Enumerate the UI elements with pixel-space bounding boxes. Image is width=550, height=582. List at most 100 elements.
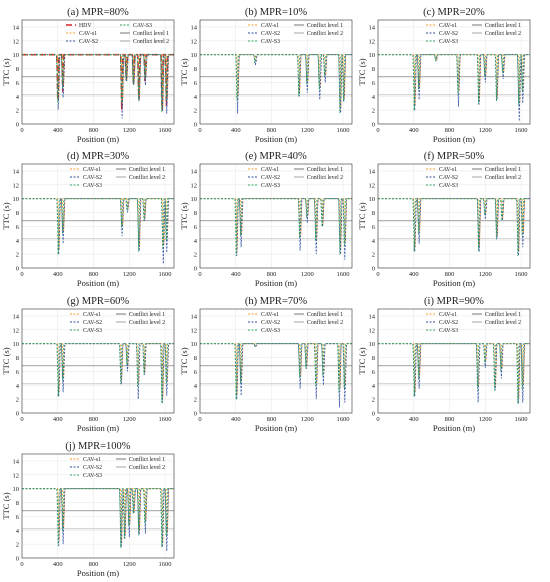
x-tick-label: 1200 <box>479 416 492 423</box>
y-tick-label: 2 <box>194 252 197 259</box>
y-tick-label: 10 <box>13 486 20 493</box>
legend-label: CAV-S3 <box>261 328 280 334</box>
y-tick-label: 0 <box>16 266 19 273</box>
legend-label: Conflict level 1 <box>133 30 169 37</box>
x-tick-label: 0 <box>376 127 379 134</box>
x-tick-label: 0 <box>20 561 23 568</box>
y-tick-label: 4 <box>194 383 198 390</box>
legend-label: CAV-S3 <box>261 39 280 45</box>
y-tick-label: 14 <box>369 24 376 31</box>
x-axis-label: Position (m) <box>433 278 475 288</box>
legend-label: CAV-S2 <box>439 31 458 37</box>
legend-label: Conflict level 1 <box>485 22 521 29</box>
y-axis-label: TTC (s) <box>357 58 367 85</box>
y-tick-label: 0 <box>194 411 197 418</box>
y-tick-label: 14 <box>13 458 20 465</box>
x-axis-label: Position (m) <box>255 423 297 433</box>
legend-label: Conflict level 2 <box>485 174 521 181</box>
x-tick-label: 0 <box>198 416 201 423</box>
x-tick-label: 1200 <box>123 416 136 423</box>
y-tick-label: 14 <box>13 168 20 175</box>
x-tick-label: 400 <box>53 127 63 134</box>
y-tick-label: 4 <box>16 94 20 101</box>
legend-label: Conflict level 2 <box>129 319 165 326</box>
subplot-2: (c) MPR=20% 0 2 4 6 8 10 12 14 0 400 800 1200 1600 CAV… <box>357 7 531 144</box>
x-tick-label: 400 <box>231 127 241 134</box>
subplot-1: (b) MPR=10% 0 2 4 6 8 10 12 14 0 400 800 1200 1600 CAV… <box>179 7 353 144</box>
y-tick-label: 12 <box>191 327 198 334</box>
y-tick-label: 2 <box>16 397 19 404</box>
y-tick-label: 12 <box>13 472 20 479</box>
axes-frame <box>377 19 531 125</box>
x-axis-label: Position (m) <box>77 134 119 144</box>
y-tick-label: 2 <box>194 108 197 115</box>
y-tick-label: 12 <box>191 182 198 189</box>
y-tick-label: 4 <box>372 383 376 390</box>
subplot-title: (j) MPR=100% <box>65 441 130 452</box>
y-tick-label: 6 <box>16 224 20 231</box>
y-tick-label: 10 <box>369 341 376 348</box>
subplot-title: (d) MPR=30% <box>67 151 129 162</box>
plot-area <box>378 164 530 268</box>
y-tick-label: 14 <box>369 168 376 175</box>
series-line <box>378 198 530 257</box>
x-tick-label: 800 <box>267 127 277 134</box>
legend-label: Conflict level 1 <box>307 311 343 318</box>
legend-label: Conflict level 1 <box>307 22 343 29</box>
y-tick-label: 12 <box>369 38 376 45</box>
y-axis-label: TTC (s) <box>357 347 367 374</box>
y-tick-label: 14 <box>191 168 198 175</box>
x-tick-label: 800 <box>445 127 455 134</box>
y-axis-label: TTC (s) <box>179 202 189 229</box>
y-tick-label: 8 <box>372 355 375 362</box>
x-tick-label: 400 <box>231 271 241 278</box>
plot-area <box>22 20 174 124</box>
y-tick-label: 6 <box>16 369 20 376</box>
y-tick-label: 12 <box>13 38 20 45</box>
legend-label: Conflict level 1 <box>307 166 343 173</box>
x-tick-label: 1600 <box>159 127 172 134</box>
legend-label: Conflict level 1 <box>129 456 165 463</box>
y-axis-label: TTC (s) <box>1 202 11 229</box>
subplot-3: (d) MPR=30% 0 2 4 6 8 10 12 14 0 400 800 1200 1600 CAV… <box>1 151 175 288</box>
x-tick-label: 800 <box>89 127 99 134</box>
y-tick-label: 8 <box>372 210 375 217</box>
y-tick-label: 0 <box>372 411 375 418</box>
y-tick-label: 14 <box>13 313 20 320</box>
y-tick-label: 2 <box>16 108 19 115</box>
plot-area <box>200 164 352 268</box>
x-tick-label: 400 <box>53 271 63 278</box>
legend-label: CAV-s1 <box>439 167 457 173</box>
x-axis-label: Position (m) <box>255 134 297 144</box>
y-tick-label: 14 <box>191 313 198 320</box>
x-tick-label: 1600 <box>159 271 172 278</box>
y-tick-label: 4 <box>194 238 198 245</box>
legend-label: CAV-S3 <box>83 183 102 189</box>
x-tick-label: 800 <box>267 416 277 423</box>
plot-area <box>200 309 352 413</box>
legend-label: Conflict level 2 <box>485 319 521 326</box>
legend-label: Conflict level 2 <box>133 38 169 45</box>
series-line <box>200 198 352 257</box>
y-tick-label: 8 <box>16 500 19 507</box>
series-line <box>22 343 174 403</box>
x-tick-label: 1600 <box>515 416 528 423</box>
x-tick-label: 1200 <box>479 271 492 278</box>
y-tick-label: 0 <box>372 266 375 273</box>
x-axis-label: Position (m) <box>77 423 119 433</box>
legend-label: Conflict level 1 <box>129 311 165 318</box>
series-line <box>200 343 352 400</box>
legend-label: Conflict level 2 <box>129 464 165 471</box>
legend-label: Conflict level 2 <box>307 174 343 181</box>
x-tick-label: 1200 <box>479 127 492 134</box>
plot-area <box>200 20 352 124</box>
y-tick-label: 0 <box>372 122 375 129</box>
x-tick-label: 1200 <box>123 127 136 134</box>
y-axis-label: TTC (s) <box>1 58 11 85</box>
y-tick-label: 6 <box>16 80 20 87</box>
axes-frame <box>377 163 531 269</box>
y-tick-label: 4 <box>372 94 376 101</box>
plot-area <box>22 309 174 413</box>
subplot-title: (i) MPR=90% <box>424 296 484 307</box>
series-line <box>22 54 174 113</box>
